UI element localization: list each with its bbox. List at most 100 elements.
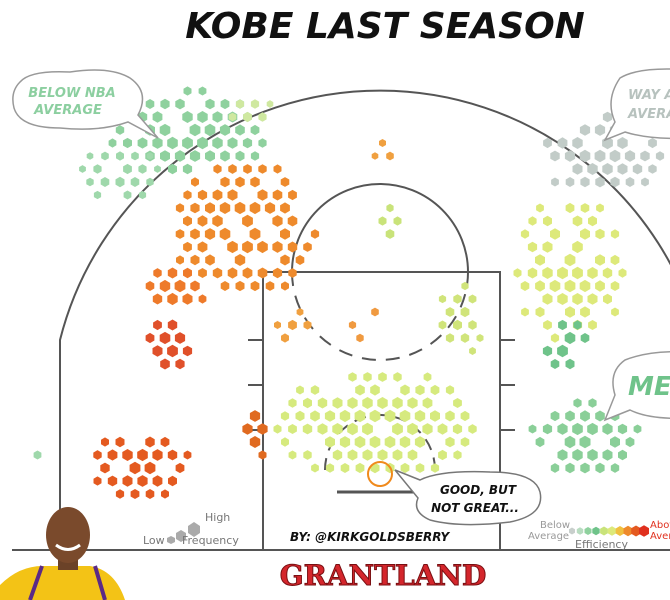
hexbin [384,409,396,423]
hexbin [250,176,260,188]
hexbin [228,164,237,174]
hexbin [159,123,171,137]
hexbin [145,332,155,344]
hexbin [565,202,575,214]
hexbin [461,281,469,291]
hexbin [324,410,336,422]
hexbin [618,449,627,461]
hexbin [392,449,403,461]
hexbin [129,461,141,475]
hexbin [33,450,42,460]
hexbin [197,215,208,227]
hexbin [303,450,312,460]
hexbin [235,124,245,136]
hexbin [565,462,575,474]
hexbin [159,279,171,293]
hexbin [557,293,568,305]
hexbin [617,423,628,435]
hexbin [86,177,94,187]
hexbin [220,150,230,162]
hexbin [385,229,395,239]
hexbin [527,241,538,253]
hexbin [588,398,597,408]
hexbin [167,319,178,331]
hexbin [550,463,560,473]
hexbin [557,344,568,358]
hexbin [189,150,201,162]
hexbin [438,449,447,461]
hexbin [460,333,470,343]
hexbin [460,306,470,318]
hexbin [182,345,193,357]
hexbin [250,124,260,136]
hexbin [205,254,215,266]
hexbin [407,449,418,461]
hexbin [354,435,366,449]
hexbin [572,422,583,436]
hexbin [235,150,245,162]
hexbin [198,268,207,278]
hexbin [618,268,627,278]
hexbin [362,397,373,409]
hexbin [258,450,267,460]
hexbin [257,240,268,254]
hexbin [633,424,642,434]
hexbin [311,463,319,473]
hexbin [235,280,245,292]
hexbin [407,422,418,436]
hexbin [460,410,470,422]
hexbin [242,214,253,228]
hexbin [122,449,133,461]
hexbin [549,279,561,293]
hexbin [219,202,231,214]
hexbin [266,100,274,108]
hexbin [220,98,230,110]
hexbin [573,398,582,408]
hexbin [602,423,613,435]
hexbin [625,436,635,448]
hexbin [587,293,598,305]
hexbin [115,125,125,135]
hexbin [377,449,388,461]
hexbin [348,372,357,382]
hexbin [602,111,613,123]
hexbin [265,281,275,291]
hexbin [610,436,620,448]
player-photo [0,507,125,600]
hexbin [595,228,605,240]
hexbin [550,410,560,422]
hexbin [182,136,193,150]
hexbin [243,164,252,174]
hexbin [600,526,608,536]
hexbin [468,320,477,330]
hexbin [362,449,373,461]
hexbin [430,463,440,473]
legend-label: Below [540,520,570,531]
hexbin [295,255,305,265]
hexbin [594,149,606,163]
hexbin [197,189,208,201]
hexbin [610,229,620,239]
hexbin [122,475,133,487]
hexbin [220,176,230,188]
hexbin [258,112,267,122]
hexbin [348,320,357,330]
hexbin [369,435,381,449]
hexbin [131,151,139,161]
hexbin [242,423,253,435]
hexbin [655,151,665,161]
hexbin [607,526,617,536]
hexbin [219,227,231,241]
hexbin [445,410,455,422]
hexbin [580,410,590,422]
hexbin [107,449,118,461]
hexbin [152,137,163,149]
hexbin [197,241,208,253]
hexbin [386,203,394,213]
hexbin [588,215,597,227]
hexbin [145,489,155,499]
hexbin [587,449,598,461]
hexbin [167,449,178,461]
hexbin [242,267,253,279]
hexbin [152,449,163,461]
